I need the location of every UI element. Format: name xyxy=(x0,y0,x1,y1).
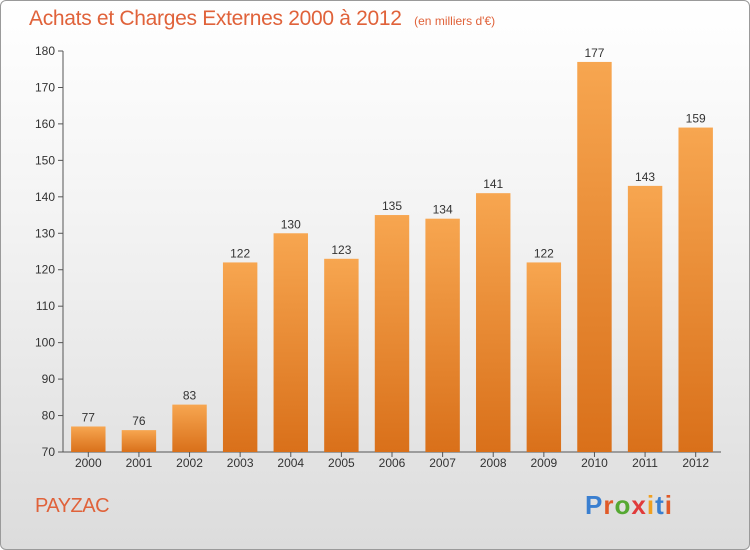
data-labels: 77 76 83 122 130 123 135 134 141 122 177 143 159 xyxy=(82,46,706,428)
bar xyxy=(222,262,258,452)
proxiti-logo: Proxiti xyxy=(585,490,673,521)
x-tick-label: 2006 xyxy=(379,456,406,470)
chart-subtitle: (en milliers d'€) xyxy=(414,14,496,28)
bar xyxy=(627,185,663,452)
logo-letter: P xyxy=(585,490,604,520)
x-tick-label: 2000 xyxy=(75,456,102,470)
x-tick-label: 2005 xyxy=(328,456,355,470)
bar xyxy=(678,127,713,453)
y-tick-label: 70 xyxy=(42,445,56,459)
commune-name: PAYZAC xyxy=(35,495,110,517)
chart-title: Achats et Charges Externes 2000 à 2012 xyxy=(29,7,402,30)
bar-value-label: 141 xyxy=(483,177,503,191)
logo-letter: t xyxy=(655,490,665,520)
x-tick-label: 2003 xyxy=(227,456,254,470)
bar xyxy=(374,215,410,452)
x-tick-label: 2008 xyxy=(480,456,507,470)
bar xyxy=(71,426,106,452)
x-tick-label: 2004 xyxy=(277,456,304,470)
y-tick-label: 90 xyxy=(42,372,56,386)
x-tick-label: 2001 xyxy=(126,456,153,470)
y-tick-label: 110 xyxy=(36,299,55,313)
bar xyxy=(273,233,308,452)
bar xyxy=(425,218,460,452)
bar xyxy=(324,258,359,452)
x-tick-label: 2002 xyxy=(176,456,203,470)
bar-value-label: 77 xyxy=(82,410,96,424)
y-tick-label: 130 xyxy=(35,226,55,240)
bar-value-label: 159 xyxy=(686,112,706,126)
bar-value-label: 122 xyxy=(534,246,554,260)
y-tick-label: 100 xyxy=(35,336,55,350)
bar xyxy=(121,430,157,452)
x-tick-label: 2012 xyxy=(682,456,709,470)
bar-value-label: 143 xyxy=(635,170,655,184)
bar-value-label: 130 xyxy=(281,217,301,231)
bar xyxy=(526,262,562,452)
x-tick-label: 2007 xyxy=(429,456,456,470)
bars xyxy=(71,61,713,453)
y-tick-label: 140 xyxy=(35,190,55,204)
y-tick-label: 120 xyxy=(35,263,55,277)
bar-value-label: 76 xyxy=(132,414,146,428)
logo-letter: x xyxy=(631,490,647,520)
logo-letter: o xyxy=(614,490,632,520)
logo-letter: r xyxy=(603,490,615,520)
bar xyxy=(476,193,511,452)
title-row: Achats et Charges Externes 2000 à 2012 (… xyxy=(29,7,495,31)
bar-value-label: 134 xyxy=(433,203,453,217)
x-tick-label: 2009 xyxy=(530,456,557,470)
bar-value-label: 135 xyxy=(382,199,402,213)
y-tick-label: 180 xyxy=(35,44,55,58)
bar-value-label: 83 xyxy=(183,389,197,403)
y-tick-label: 80 xyxy=(42,409,56,423)
logo-letter: i xyxy=(646,490,656,520)
bar-value-label: 177 xyxy=(584,46,604,60)
bar xyxy=(577,61,612,452)
bar xyxy=(172,404,207,452)
y-tick-label: 160 xyxy=(35,117,55,131)
logo-letter: i xyxy=(664,490,673,520)
x-tick-label: 2011 xyxy=(632,456,658,470)
x-tick-label: 2010 xyxy=(581,456,608,470)
y-tick-label: 170 xyxy=(35,80,55,94)
bar-value-label: 122 xyxy=(230,246,250,260)
bar-value-label: 123 xyxy=(331,243,351,257)
y-tick-label: 150 xyxy=(35,153,55,167)
